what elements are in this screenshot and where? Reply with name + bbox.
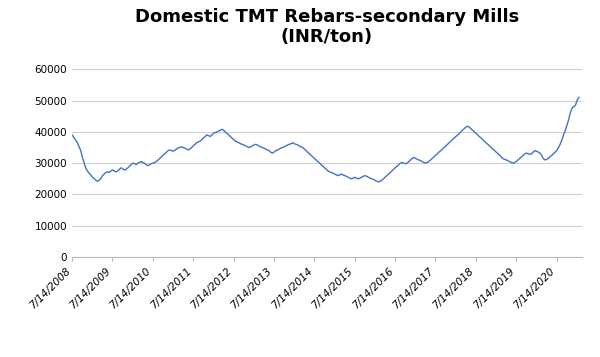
Title: Domestic TMT Rebars-secondary Mills
(INR/ton): Domestic TMT Rebars-secondary Mills (INR… bbox=[135, 7, 519, 46]
